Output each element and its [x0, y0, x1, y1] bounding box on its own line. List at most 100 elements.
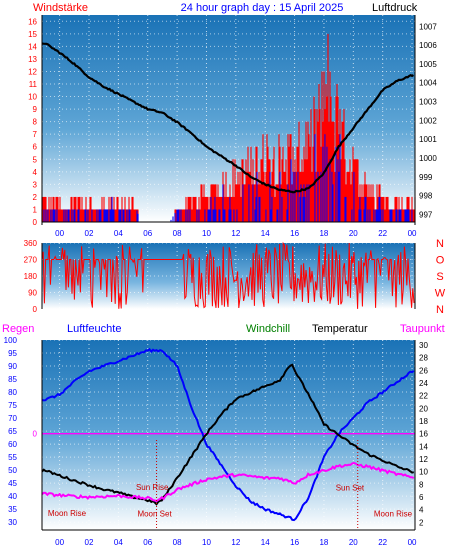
chart1-ytick-left: 7 — [33, 130, 38, 139]
chart1-ytick-right: 1000 — [419, 154, 437, 163]
chart3-annotations: Moon Rise Sun Rise Moon Set Sun Set Moon Ris… — [48, 483, 413, 519]
chart1-ytick-left: 10 — [28, 93, 37, 102]
annotation-label: Sun Rise — [136, 483, 169, 492]
chart1-title: 24 hour graph day : 15 April 2025 — [181, 2, 344, 14]
chart1-ytick-right: 1003 — [419, 98, 437, 107]
chart1-xtick: 00 — [408, 229, 417, 238]
chart1-xtick: 02 — [85, 229, 94, 238]
chart3-ytick-right: 6 — [419, 493, 424, 502]
chart1-ytick-right: 1002 — [419, 116, 437, 125]
chart1-xtick: 20 — [349, 229, 358, 238]
chart2-ytick-left: 90 — [28, 289, 37, 298]
chart1-xtick: 10 — [202, 229, 211, 238]
series-luftfeuchte-line — [41, 347, 415, 522]
chart1-ytick-left: 5 — [33, 155, 38, 164]
chart3-ytick-left: 100 — [4, 336, 18, 345]
chart1-xtick: 04 — [114, 229, 123, 238]
chart3-ytick-right: 12 — [419, 455, 428, 464]
chart1-ytick-left: 6 — [33, 143, 38, 152]
annotation-label: Sun Set — [336, 484, 365, 493]
chart3-xtick: 12 — [231, 538, 240, 547]
chart1-right-label: Luftdruck — [372, 2, 418, 14]
chart1-xtick: 08 — [173, 229, 182, 238]
chart3-ytick-left: 45 — [8, 479, 17, 488]
chart3-ytick-right: 2 — [419, 518, 424, 527]
chart3-xtick: 16 — [290, 538, 299, 547]
chart1-ytick-left: 2 — [33, 193, 38, 202]
chart3-regen-label: Regen — [2, 323, 34, 335]
chart3-xtick: 22 — [378, 538, 387, 547]
chart2-wind-direction — [41, 241, 415, 309]
chart1-ytick-left: 4 — [33, 168, 38, 177]
pressure-line — [41, 42, 415, 194]
annotation-label: Moon Rise — [48, 509, 87, 518]
chart1-ytick-left: 12 — [28, 67, 37, 76]
chart2-ytick-left: 360 — [24, 239, 38, 248]
chart1-ytick-right: 999 — [419, 173, 433, 182]
chart1-xtick: 12 — [231, 229, 240, 238]
chart3-windchill-label: Windchill — [246, 323, 290, 335]
chart1-plot-area — [42, 15, 415, 222]
chart3-xtick: 20 — [349, 538, 358, 547]
chart1-ytick-left: 0 — [33, 218, 38, 227]
chart3-ytick-left: 30 — [8, 518, 17, 527]
chart3-xtick: 06 — [143, 538, 152, 547]
chart1-axes: 0123456789101112131415169979989991000100… — [28, 15, 437, 238]
chart3-ytick-right: 24 — [419, 379, 428, 388]
chart1-ytick-right: 1007 — [419, 22, 437, 31]
series-temperatur-line — [41, 363, 415, 506]
chart3-ytick-right: 14 — [419, 442, 428, 451]
chart3-ytick-left: 80 — [8, 388, 17, 397]
chart3-ytick-left: 50 — [8, 466, 17, 475]
chart3-rain-zero: 0 — [33, 430, 38, 439]
chart3-axes: 3035404550556065707580859095100246810121… — [4, 336, 429, 547]
chart1-pressure-line — [41, 42, 415, 194]
chart2-ytick-right: W — [435, 288, 446, 300]
chart3-ytick-right: 8 — [419, 480, 424, 489]
chart3-xtick: 04 — [114, 538, 123, 547]
series-taupunkt-line — [41, 461, 415, 503]
chart3-ytick-right: 18 — [419, 417, 428, 426]
chart3-ytick-left: 95 — [8, 349, 17, 358]
chart3-ytick-right: 22 — [419, 392, 428, 401]
chart3-xtick: 10 — [202, 538, 211, 547]
chart3-xtick: 00 — [55, 538, 64, 547]
wind-direction-line — [41, 241, 415, 309]
chart3-ytick-right: 26 — [419, 366, 428, 375]
chart3-ytick-left: 75 — [8, 401, 17, 410]
chart3-xtick: 08 — [173, 538, 182, 547]
chart1-ytick-left: 16 — [28, 17, 37, 26]
chart1-ytick-right: 1004 — [419, 79, 437, 88]
chart1-ytick-left: 13 — [28, 55, 37, 64]
chart3-xtick: 00 — [408, 538, 417, 547]
chart1-xtick: 16 — [290, 229, 299, 238]
chart1-left-label: Windstärke — [33, 2, 88, 14]
chart2-ytick-right: O — [436, 255, 445, 267]
chart1-ytick-left: 9 — [33, 105, 38, 114]
chart3-ytick-left: 70 — [8, 414, 17, 423]
chart1-ytick-left: 15 — [28, 30, 37, 39]
chart1-xtick: 06 — [143, 229, 152, 238]
chart1-ytick-right: 1001 — [419, 135, 437, 144]
chart3-luftfeuchte-label: Luftfeuchte — [67, 323, 121, 335]
chart3-taupunkt-label: Taupunkt — [400, 323, 445, 335]
chart1-ytick-left: 1 — [33, 205, 38, 214]
chart3-xtick: 02 — [85, 538, 94, 547]
chart3-ytick-right: 4 — [419, 506, 424, 515]
chart3-ytick-right: 16 — [419, 430, 428, 439]
chart1-ytick-left: 8 — [33, 118, 38, 127]
chart3-temperatur-label: Temperatur — [312, 323, 368, 335]
chart2-ytick-right: N — [436, 304, 444, 316]
chart3-ytick-left: 60 — [8, 440, 17, 449]
chart3-ytick-left: 85 — [8, 375, 17, 384]
chart1-ytick-right: 1006 — [419, 41, 437, 50]
annotation-label: Moon Rise — [374, 510, 413, 519]
chart3-ytick-right: 10 — [419, 468, 428, 477]
chart1-xtick: 14 — [261, 229, 270, 238]
chart3-ytick-right: 20 — [419, 404, 428, 413]
chart1-ytick-right: 997 — [419, 210, 433, 219]
chart1-ytick-left: 11 — [29, 80, 38, 89]
annotation-label: Moon Set — [137, 510, 172, 519]
